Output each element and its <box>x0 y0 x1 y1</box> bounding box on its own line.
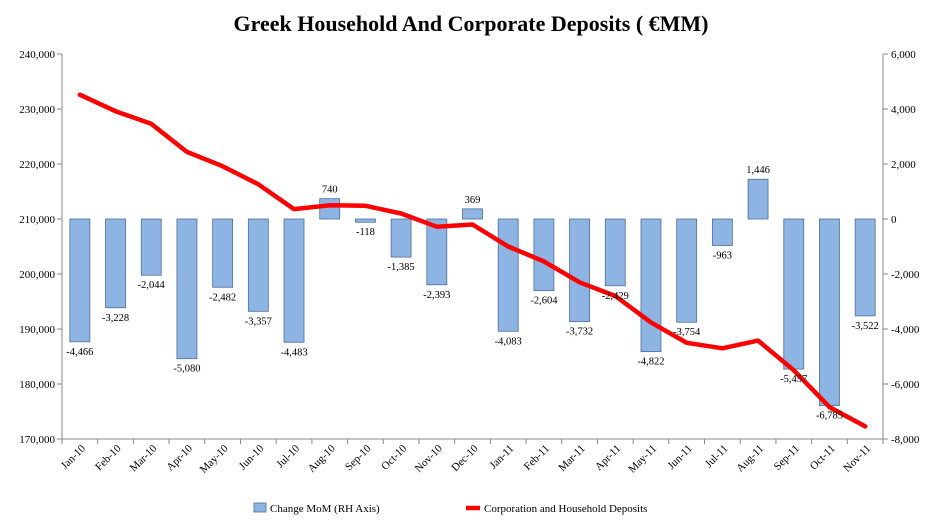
bar-data-label: -3,522 <box>852 321 879 332</box>
x-tick-label: Dec-10 <box>449 442 481 474</box>
x-tick-label: Jun-10 <box>237 442 267 472</box>
bar <box>533 218 555 292</box>
legend: Change MoM (RH Axis) Corporation and Hous… <box>253 502 647 515</box>
bar-data-label: -2,604 <box>530 296 558 307</box>
bar <box>355 218 376 223</box>
left-tick-label: 200,000 <box>19 269 55 281</box>
x-tick-label: Jul-10 <box>274 442 302 470</box>
bar-data-label: -3,357 <box>245 316 272 327</box>
bar <box>604 218 626 287</box>
right-tick-label: 6,000 <box>891 49 916 61</box>
right-tick-label: -6,000 <box>891 379 920 391</box>
deposits-line <box>77 92 868 429</box>
bar-data-label: -2,482 <box>209 292 236 303</box>
line-series <box>77 92 868 429</box>
bar <box>319 198 341 220</box>
bar-data-label: -4,466 <box>66 347 93 358</box>
bar-data-label: -2,044 <box>138 280 166 291</box>
bar <box>640 218 662 353</box>
x-tick-label: Feb-10 <box>93 442 124 473</box>
bar <box>426 218 448 286</box>
bar-data-label: -4,822 <box>637 357 664 368</box>
bar-data-label: 369 <box>465 195 481 206</box>
left-tick-label: 210,000 <box>19 214 55 226</box>
legend-label-bar: Change MoM (RH Axis) <box>270 503 380 515</box>
x-tick-label: Jan-11 <box>487 443 516 472</box>
bar <box>783 218 805 370</box>
bar <box>390 218 412 258</box>
right-tick-label: -2,000 <box>891 269 920 281</box>
bar-data-label: -963 <box>713 250 732 261</box>
left-tick-label: 240,000 <box>19 49 55 61</box>
bar-data-label: -6,785 <box>816 411 843 422</box>
x-tick-label: Apr-11 <box>593 443 624 474</box>
bar-series <box>69 178 876 406</box>
left-tick-label: 190,000 <box>19 324 55 336</box>
x-tick-label: Aug-11 <box>734 443 766 475</box>
x-tick-label: Jan-10 <box>59 442 89 472</box>
bar-data-label: -2,393 <box>423 290 450 301</box>
x-tick-label: Mar-11 <box>556 443 587 474</box>
right-tick-label: 4,000 <box>891 104 916 116</box>
bar-data-label: 1,446 <box>746 165 770 176</box>
bar <box>569 218 590 323</box>
bar <box>747 178 769 220</box>
left-tick-label: 230,000 <box>19 104 55 116</box>
x-tick-label: Nov-10 <box>413 442 446 475</box>
x-tick-label: Aug-10 <box>306 442 339 475</box>
bar <box>105 218 126 309</box>
right-tick-label: -8,000 <box>891 434 920 446</box>
bar <box>462 208 483 220</box>
legend-swatch-bar <box>253 502 267 513</box>
bar-data-label: -1,385 <box>388 262 415 273</box>
bar <box>283 218 305 343</box>
x-tick-label: Oct-10 <box>379 442 409 472</box>
x-tick-label: Apr-10 <box>164 442 195 473</box>
x-tick-label: Jun-11 <box>665 443 694 472</box>
bar <box>711 218 733 246</box>
bar <box>676 218 698 323</box>
left-tick-label: 220,000 <box>19 159 55 171</box>
x-tick-label: Sep-10 <box>343 442 374 473</box>
bar-data-label: -4,083 <box>495 336 522 347</box>
x-tick-label: May-10 <box>198 442 231 475</box>
right-tick-label: 0 <box>891 214 897 226</box>
x-tick-label: Oct-11 <box>808 443 838 473</box>
x-tick-label: Sep-11 <box>772 443 802 473</box>
bar-data-label: -118 <box>356 227 375 238</box>
bar <box>140 218 162 276</box>
chart-title: Greek Household And Corporate Deposits (… <box>233 11 708 36</box>
x-tick-label: Nov-11 <box>841 443 873 475</box>
bar <box>497 218 519 332</box>
bar <box>247 218 269 312</box>
bar <box>176 218 198 360</box>
x-tick-label: Mar-10 <box>128 442 160 474</box>
bar-data-label: -3,228 <box>102 313 129 324</box>
bar <box>212 218 234 288</box>
bar-data-label: -3,754 <box>673 327 701 338</box>
bar <box>854 218 876 317</box>
x-tick-label: Jul-11 <box>703 443 731 471</box>
bar-data-label: -5,080 <box>173 364 200 375</box>
bar-data-label: -2,429 <box>602 291 629 302</box>
bar-data-label: -3,732 <box>566 327 593 338</box>
legend-label-line: Corporation and Household Deposits <box>484 503 647 515</box>
left-tick-label: 170,000 <box>19 434 55 446</box>
bar-data-label: -5,457 <box>780 374 807 385</box>
bar-data-label: -4,483 <box>280 347 307 358</box>
bar <box>819 218 840 406</box>
x-tick-label: May-11 <box>626 443 659 476</box>
left-tick-label: 180,000 <box>19 379 55 391</box>
x-tick-label: Feb-11 <box>522 443 552 473</box>
right-tick-label: -4,000 <box>891 324 920 336</box>
bar-data-label: 740 <box>322 185 338 196</box>
data-labels: -4,466 -3,228 -2,044 -5,080 -2,482 -3,357 -4,4… <box>66 165 878 421</box>
bar <box>69 218 91 343</box>
right-tick-label: 2,000 <box>891 159 916 171</box>
